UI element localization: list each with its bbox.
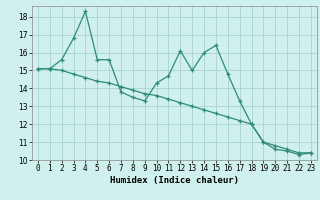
X-axis label: Humidex (Indice chaleur): Humidex (Indice chaleur) xyxy=(110,176,239,185)
